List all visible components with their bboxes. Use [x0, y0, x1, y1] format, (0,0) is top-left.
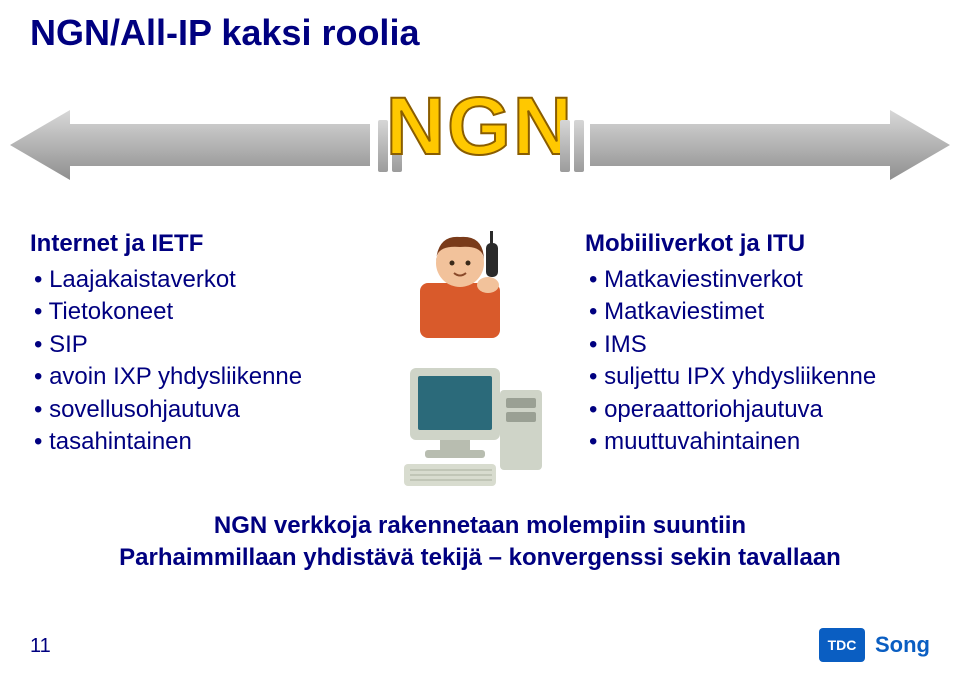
bottom-line-2: Parhaimmillaan yhdistävä tekijä – konver…	[0, 542, 960, 574]
logo-song-text: Song	[875, 632, 930, 658]
right-heading: Mobiiliverkot ja ITU	[585, 230, 945, 258]
list-item: Tietokoneet	[34, 296, 350, 328]
list-item: muuttuvahintainen	[589, 426, 945, 458]
list-item: IMS	[589, 329, 945, 361]
list-item: suljettu IPX yhdysliikenne	[589, 361, 945, 393]
person-phone-icon	[400, 225, 520, 345]
list-item: avoin IXP yhdysliikenne	[34, 361, 350, 393]
center-images	[400, 225, 570, 495]
page-number: 11	[30, 635, 51, 658]
separator-bar-icon	[574, 120, 584, 172]
list-item: sovellusohjautuva	[34, 394, 350, 426]
arrow-row: NGN	[0, 90, 960, 210]
bottom-line-1: NGN verkkoja rakennetaan molempiin suunt…	[0, 510, 960, 542]
list-item: operaattoriohjautuva	[589, 394, 945, 426]
logo: TDC Song	[819, 628, 930, 662]
arrow-right-icon	[590, 110, 950, 180]
left-column: Internet ja IETF Laajakaistaverkot Tieto…	[30, 230, 350, 458]
list-item: Laajakaistaverkot	[34, 264, 350, 296]
right-column: Mobiiliverkot ja ITU Matkaviestinverkot …	[585, 230, 945, 458]
left-heading: Internet ja IETF	[30, 230, 350, 258]
logo-tdc-icon: TDC	[819, 628, 865, 662]
list-item: SIP	[34, 329, 350, 361]
ngn-label: NGN	[386, 80, 574, 174]
arrow-left-icon	[10, 110, 370, 180]
list-item: Matkaviestimet	[589, 296, 945, 328]
page-title: NGN/All-IP kaksi roolia	[30, 12, 419, 54]
list-item: Matkaviestinverkot	[589, 264, 945, 296]
separator-bar-icon	[560, 120, 570, 172]
computer-icon	[400, 360, 550, 490]
list-item: tasahintainen	[34, 426, 350, 458]
